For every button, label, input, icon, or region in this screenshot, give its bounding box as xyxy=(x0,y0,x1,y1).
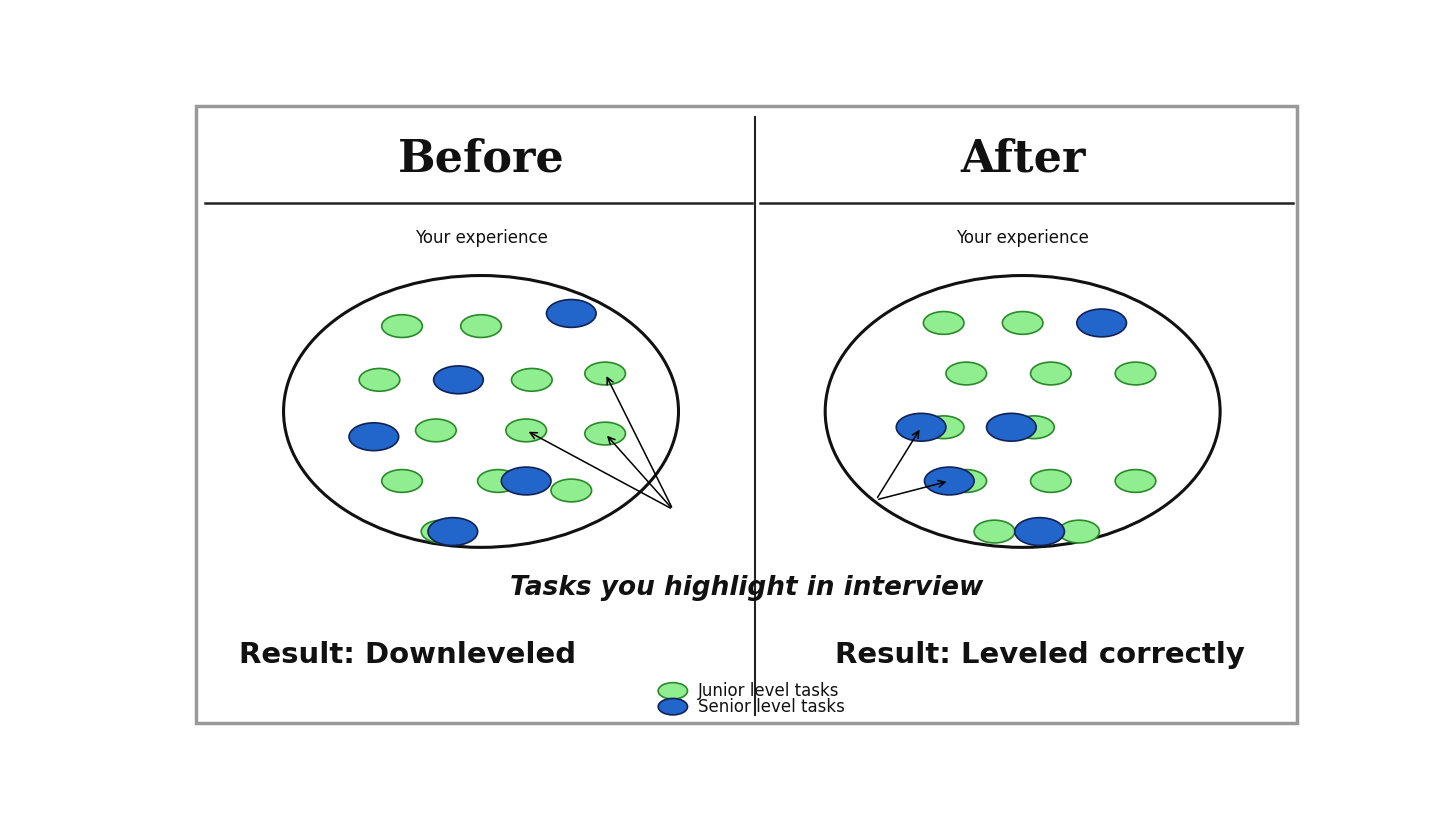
Text: Junior level tasks: Junior level tasks xyxy=(697,682,839,699)
Circle shape xyxy=(421,521,462,543)
Circle shape xyxy=(460,314,501,337)
Circle shape xyxy=(349,423,399,451)
Circle shape xyxy=(974,521,1015,543)
Ellipse shape xyxy=(826,276,1220,548)
Circle shape xyxy=(658,699,687,715)
Text: After: After xyxy=(960,137,1085,180)
Text: Before: Before xyxy=(397,137,565,180)
Circle shape xyxy=(434,366,483,394)
Circle shape xyxy=(415,419,456,442)
Ellipse shape xyxy=(284,276,678,548)
Circle shape xyxy=(658,682,687,699)
Circle shape xyxy=(1077,309,1127,337)
Text: Your experience: Your experience xyxy=(957,228,1089,246)
Circle shape xyxy=(501,467,550,495)
Circle shape xyxy=(546,300,596,328)
Circle shape xyxy=(550,479,591,502)
Text: Senior level tasks: Senior level tasks xyxy=(697,698,844,716)
Circle shape xyxy=(987,413,1037,441)
FancyBboxPatch shape xyxy=(195,106,1297,723)
Circle shape xyxy=(925,467,974,495)
Text: Result: Downleveled: Result: Downleveled xyxy=(239,641,577,669)
Circle shape xyxy=(381,314,422,337)
Circle shape xyxy=(923,311,964,334)
Circle shape xyxy=(1031,362,1072,385)
Circle shape xyxy=(585,362,626,385)
Circle shape xyxy=(1013,416,1054,438)
Circle shape xyxy=(946,362,987,385)
Circle shape xyxy=(1115,362,1156,385)
Circle shape xyxy=(1059,521,1099,543)
Text: Your experience: Your experience xyxy=(415,228,547,246)
Circle shape xyxy=(428,518,478,545)
Circle shape xyxy=(511,369,552,392)
Circle shape xyxy=(1115,470,1156,493)
Circle shape xyxy=(585,422,626,445)
Circle shape xyxy=(1031,470,1072,493)
Circle shape xyxy=(923,416,964,438)
Circle shape xyxy=(505,419,546,442)
Circle shape xyxy=(381,470,422,493)
Circle shape xyxy=(478,470,518,493)
Text: Tasks you highlight in interview: Tasks you highlight in interview xyxy=(510,576,983,602)
Circle shape xyxy=(946,470,987,493)
Circle shape xyxy=(1002,311,1042,334)
Circle shape xyxy=(897,413,946,441)
Text: Result: Leveled correctly: Result: Leveled correctly xyxy=(834,641,1245,669)
Circle shape xyxy=(1015,518,1064,545)
Circle shape xyxy=(360,369,400,392)
